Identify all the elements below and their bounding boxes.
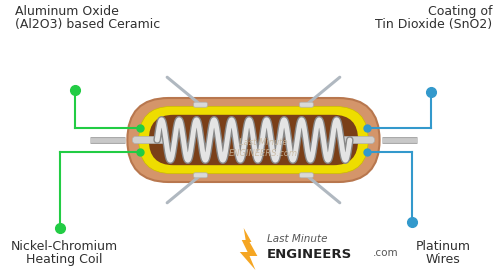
- Text: Tin Dioxide (SnO2): Tin Dioxide (SnO2): [375, 18, 492, 31]
- Text: Aluminum Oxide: Aluminum Oxide: [15, 5, 119, 18]
- Text: (Al2O3) based Ceramic: (Al2O3) based Ceramic: [15, 18, 160, 31]
- FancyBboxPatch shape: [132, 136, 165, 144]
- Text: Platinum: Platinum: [416, 240, 471, 253]
- FancyBboxPatch shape: [139, 106, 368, 174]
- Text: .com: .com: [373, 248, 398, 258]
- FancyBboxPatch shape: [193, 102, 207, 107]
- Text: ENGINEERS: ENGINEERS: [267, 248, 353, 261]
- FancyBboxPatch shape: [193, 173, 207, 178]
- Text: Heating Coil: Heating Coil: [26, 253, 103, 266]
- FancyBboxPatch shape: [149, 115, 358, 165]
- Text: Wires: Wires: [426, 253, 461, 266]
- FancyBboxPatch shape: [300, 173, 313, 178]
- FancyBboxPatch shape: [300, 102, 313, 107]
- Text: Nickel-Chromium: Nickel-Chromium: [11, 240, 118, 253]
- Polygon shape: [240, 228, 257, 270]
- Text: Coating of: Coating of: [428, 5, 492, 18]
- Text: Last Minute: Last Minute: [267, 234, 328, 244]
- FancyBboxPatch shape: [127, 98, 379, 182]
- FancyBboxPatch shape: [342, 136, 374, 144]
- Text: Last Minute
ENGINEERS.com: Last Minute ENGINEERS.com: [229, 138, 298, 158]
